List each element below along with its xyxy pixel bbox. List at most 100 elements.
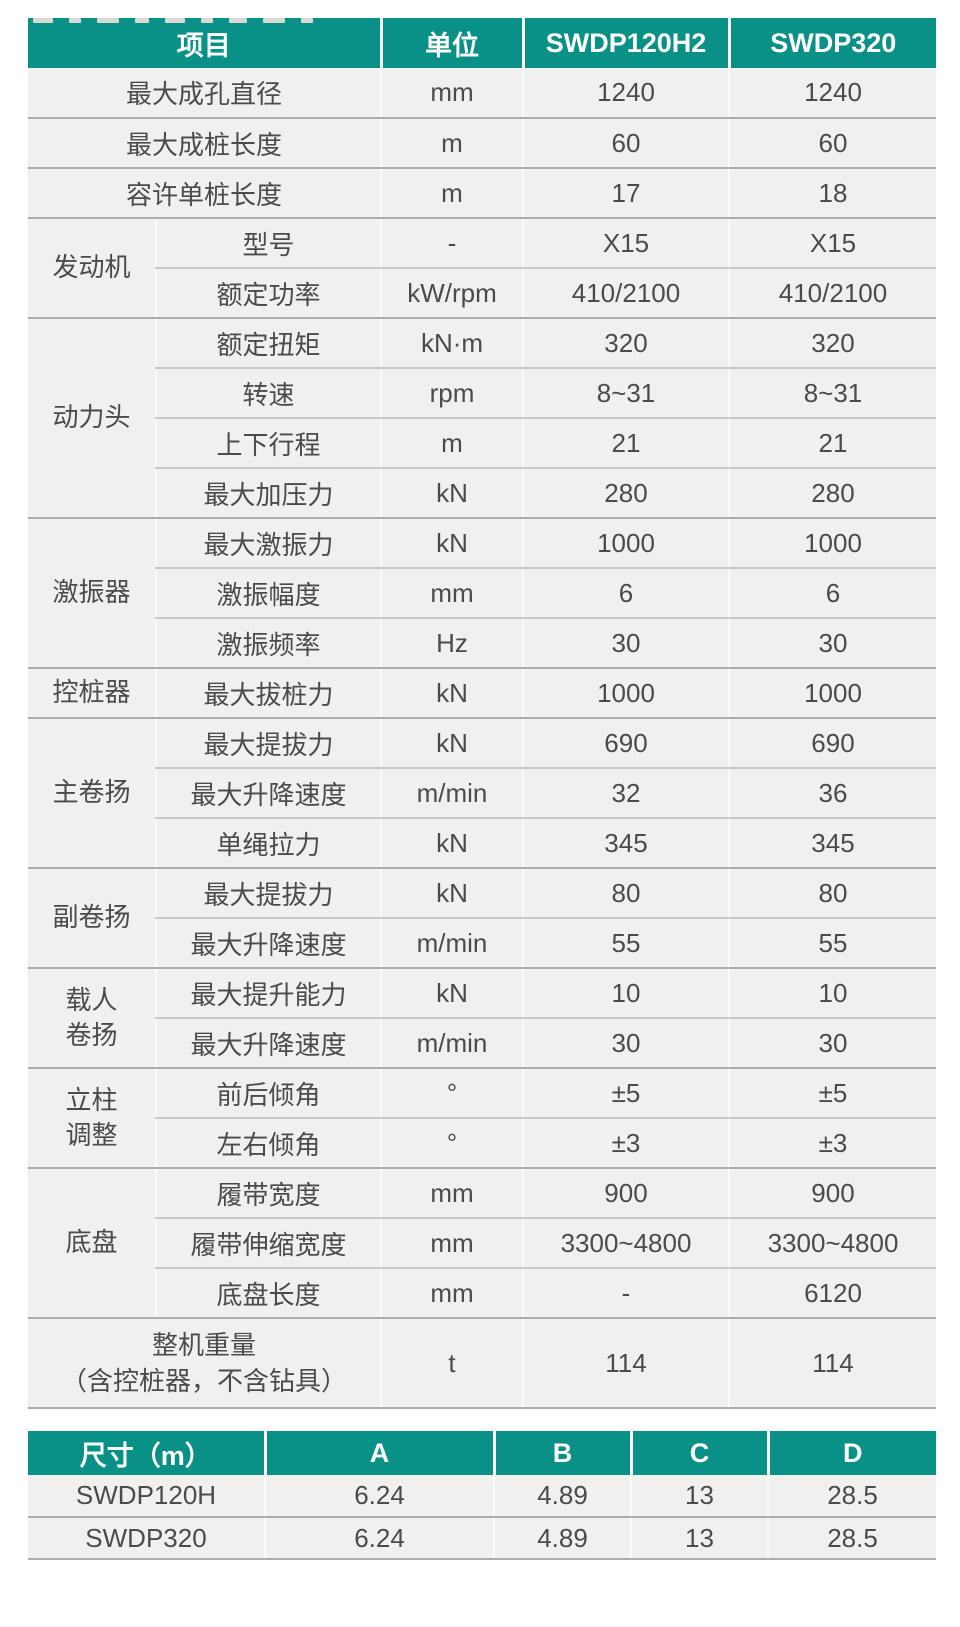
spec-unit-value: m/min	[380, 768, 523, 819]
spec-item-label: 底盘长度	[155, 1268, 381, 1319]
spec-value-model-2: 3300~4800	[728, 1218, 936, 1269]
spec-value-model-1: 1000	[522, 668, 729, 719]
spec-unit-value: m/min	[380, 1018, 523, 1069]
spec-value-model-2: 345	[728, 818, 936, 869]
spec-row: 单绳拉力 kN 345 345	[28, 818, 936, 869]
spec-row: 最大成桩长度 m 60 60	[28, 118, 936, 169]
spec-item-label: 型号	[155, 218, 381, 269]
spec-value-model-1: -	[522, 1268, 729, 1319]
dims-row: SWDP320 6.24 4.89 13 28.5	[28, 1517, 936, 1560]
spec-row: 主卷扬 最大提拔力 kN 690 690	[28, 718, 936, 869]
spec-value-model-2: 1000	[728, 668, 936, 719]
spec-value-model-1: 345	[522, 818, 729, 869]
spec-unit-value: kN	[380, 818, 523, 869]
spec-row: 控桩器 最大拔桩力 kN 1000 1000	[28, 668, 936, 719]
spec-unit-value: mm	[380, 1268, 523, 1319]
spec-unit-value: kN	[380, 518, 523, 569]
spec-row: 额定功率 kW/rpm 410/2100 410/2100	[28, 268, 936, 319]
spec-item-label: 整机重量 （含控桩器，不含钻具）	[28, 1318, 381, 1409]
spec-value-model-2: 280	[728, 468, 936, 519]
spec-value-model-1: 280	[522, 468, 729, 519]
spec-group-label: 控桩器	[28, 668, 156, 719]
dims-value: 28.5	[767, 1475, 936, 1518]
spec-value-model-1: 30	[522, 618, 729, 669]
spec-value-model-2: 410/2100	[728, 268, 936, 319]
spec-value-model-1: 30	[522, 1018, 729, 1069]
spec-value-model-1: 114	[522, 1318, 729, 1409]
spec-value-model-2: 114	[728, 1318, 936, 1409]
spec-value-model-2: X15	[728, 218, 936, 269]
spec-value-model-2: 30	[728, 1018, 936, 1069]
spec-row: 最大成孔直径 mm 1240 1240	[28, 68, 936, 119]
spec-item-label: 最大拔桩力	[155, 668, 381, 719]
spec-row: 激振器 最大激振力 kN 1000 1000	[28, 518, 936, 669]
spec-group-label: 底盘	[28, 1168, 156, 1319]
spec-row: 容许单桩长度 m 17 18	[28, 168, 936, 219]
spec-value-model-1: ±5	[522, 1068, 729, 1119]
spec-value-model-2: 1240	[728, 68, 936, 119]
dims-model-label: SWDP320	[28, 1517, 265, 1560]
spec-unit-value: °	[380, 1118, 523, 1169]
spec-unit-value: m	[380, 118, 523, 169]
spec-group-label: 主卷扬	[28, 718, 156, 869]
dims-value: 4.89	[493, 1475, 631, 1518]
spec-row: 激振幅度 mm 6 6	[28, 568, 936, 619]
spec-value-model-2: 55	[728, 918, 936, 969]
spec-value-model-2: ±5	[728, 1068, 936, 1119]
spec-item-label: 上下行程	[155, 418, 381, 469]
spec-value-model-1: 80	[522, 868, 729, 919]
spec-group-label: 发动机	[28, 218, 156, 319]
spec-group-label: 激振器	[28, 518, 156, 669]
spec-value-model-2: 18	[728, 168, 936, 219]
spec-value-model-1: 60	[522, 118, 729, 169]
spec-unit-value: kN·m	[380, 318, 523, 369]
spec-unit-value: Hz	[380, 618, 523, 669]
cropped-text-fragments	[33, 18, 313, 24]
spec-item-label: 额定扭矩	[155, 318, 381, 369]
spec-value-model-2: 6	[728, 568, 936, 619]
spec-table: 项目 单位 SWDP120H2 SWDP320 最大成孔直径 mm 1240 1240 最大成…	[28, 18, 936, 1409]
spec-item-label: 最大加压力	[155, 468, 381, 519]
dims-header-D: D	[766, 1431, 936, 1475]
spec-value-model-1: X15	[522, 218, 729, 269]
spec-row: 底盘 履带宽度 mm 900 900	[28, 1168, 936, 1319]
spec-unit-value: mm	[380, 1168, 523, 1219]
spec-item-label: 容许单桩长度	[28, 168, 381, 219]
spec-row: 上下行程 m 21 21	[28, 418, 936, 469]
spec-value-model-1: 1000	[522, 518, 729, 569]
spec-table-header: 项目 单位 SWDP120H2 SWDP320	[28, 18, 936, 68]
spec-unit-value: mm	[380, 1218, 523, 1269]
spec-item-label: 最大升降速度	[155, 768, 381, 819]
spec-value-model-1: ±3	[522, 1118, 729, 1169]
spec-item-label: 最大升降速度	[155, 918, 381, 969]
spec-row: 最大加压力 kN 280 280	[28, 468, 936, 519]
spec-value-model-2: 320	[728, 318, 936, 369]
spec-value-model-2: 80	[728, 868, 936, 919]
spec-table-body: 最大成孔直径 mm 1240 1240 最大成桩长度 m 60 60 容许单桩长度 m 17 18 发动…	[28, 68, 936, 1409]
spec-value-model-1: 8~31	[522, 368, 729, 419]
dims-row: SWDP120H 6.24 4.89 13 28.5	[28, 1475, 936, 1518]
dimensions-table-body: SWDP120H 6.24 4.89 13 28.5 SWDP320 6.24 4.89 13 2…	[28, 1475, 936, 1560]
spec-item-label: 最大激振力	[155, 518, 381, 569]
spec-value-model-2: ±3	[728, 1118, 936, 1169]
spec-value-model-2: 8~31	[728, 368, 936, 419]
spec-value-model-2: 690	[728, 718, 936, 769]
spec-item-label: 最大提拔力	[155, 868, 381, 919]
spec-item-label: 激振幅度	[155, 568, 381, 619]
spec-group-label: 动力头	[28, 318, 156, 519]
dims-header-C: C	[629, 1431, 768, 1475]
dims-value: 6.24	[264, 1517, 494, 1560]
spec-unit-value: rpm	[380, 368, 523, 419]
dims-header-A: A	[263, 1431, 494, 1475]
spec-unit-value: kN	[380, 968, 523, 1019]
spec-unit-value: m	[380, 418, 523, 469]
spec-value-model-2: 30	[728, 618, 936, 669]
spec-header-model-2: SWDP320	[727, 18, 936, 68]
spec-value-model-2: 1000	[728, 518, 936, 569]
dims-value: 13	[630, 1517, 768, 1560]
spec-row: 载人 卷扬 最大提升能力 kN 10 10	[28, 968, 936, 1069]
spec-value-model-1: 320	[522, 318, 729, 369]
spec-unit-value: mm	[380, 68, 523, 119]
spec-header-unit: 单位	[379, 18, 523, 68]
spec-unit-value: kN	[380, 468, 523, 519]
